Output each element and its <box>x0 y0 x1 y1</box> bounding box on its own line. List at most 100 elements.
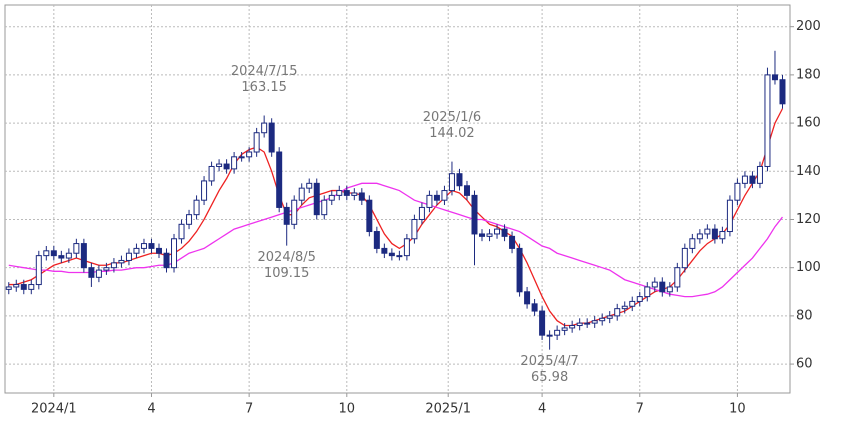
candle-body <box>148 243 155 249</box>
candle-body <box>35 255 42 286</box>
candle-body <box>726 199 733 233</box>
candle-body <box>65 252 72 259</box>
candle-body <box>366 199 373 233</box>
candle-body <box>418 206 425 220</box>
candle-body <box>629 300 636 307</box>
candle-body <box>403 238 410 257</box>
candle-body <box>208 165 215 182</box>
candle-body <box>178 223 185 240</box>
candle-body <box>591 320 598 324</box>
annotation-value: 163.15 <box>241 80 287 95</box>
moving-average <box>8 108 784 327</box>
x-tick-label: 4 <box>147 402 155 417</box>
x-tick-label: 10 <box>339 402 356 417</box>
candle-body <box>186 214 193 225</box>
candle-body <box>58 255 65 259</box>
candle-body <box>621 305 628 310</box>
candle-body <box>50 250 57 257</box>
candle-body <box>351 192 358 196</box>
candle-body <box>125 252 132 261</box>
annotation-date: 2025/4/7 <box>520 354 578 369</box>
candle-body <box>73 243 80 254</box>
candle-body <box>749 175 756 184</box>
x-tick-label: 10 <box>729 402 746 417</box>
candle-body <box>171 238 178 269</box>
candle-body <box>704 228 711 235</box>
candle-body <box>584 322 591 325</box>
x-tick-label: 2025/1 <box>425 402 471 417</box>
y-tick-label: 80 <box>796 308 813 323</box>
candle-body <box>268 122 275 153</box>
candle-body <box>373 231 380 249</box>
x-tick-label: 4 <box>538 402 546 417</box>
candle-body <box>741 175 748 184</box>
candle-body <box>441 190 448 201</box>
candle-body <box>5 286 12 290</box>
candle-body <box>779 79 786 105</box>
y-tick-label: 180 <box>796 67 821 82</box>
candle-body <box>711 228 718 240</box>
candle-body <box>411 218 418 240</box>
y-tick-label: 140 <box>796 164 821 179</box>
candle-body <box>163 252 170 269</box>
candle-body <box>561 327 568 331</box>
candle-body <box>771 74 778 81</box>
candle-body <box>674 267 681 288</box>
candle-body <box>283 206 290 225</box>
candle-body <box>118 259 125 264</box>
candle-body <box>328 194 335 201</box>
y-tick-label: 160 <box>796 116 821 131</box>
candle-body <box>321 199 328 216</box>
y-tick-label: 120 <box>796 212 821 227</box>
candle-body <box>343 190 350 196</box>
candle-body <box>358 192 365 201</box>
candle-body <box>155 247 162 254</box>
candle-body <box>719 231 726 240</box>
candle-body <box>306 182 313 189</box>
candle-body <box>531 303 538 312</box>
candle-body <box>479 233 486 237</box>
candle-body <box>193 199 200 216</box>
y-tick-label: 200 <box>796 19 821 34</box>
candle-body <box>546 334 553 337</box>
x-tick-label: 7 <box>636 402 644 417</box>
candle-body <box>456 173 463 187</box>
candle-body <box>516 247 523 293</box>
candle-body <box>103 267 110 271</box>
candle-body <box>448 173 455 192</box>
candle-body <box>276 151 283 208</box>
candle-body <box>636 296 643 302</box>
candle-body <box>651 281 658 288</box>
x-tick-label: 7 <box>245 402 253 417</box>
candle-body <box>764 74 771 167</box>
candle-body <box>28 284 35 290</box>
candle-body <box>486 233 493 237</box>
candle-body <box>223 163 230 170</box>
candle-body <box>313 182 320 216</box>
annotation-value: 65.98 <box>531 370 568 385</box>
candle-body <box>253 132 260 153</box>
candle-body <box>599 317 606 322</box>
candle-body <box>80 243 87 269</box>
candle-body <box>681 247 688 269</box>
candle-body <box>336 190 343 196</box>
candle-body <box>216 163 223 167</box>
annotation-date: 2024/8/5 <box>258 250 316 265</box>
candle-body <box>231 156 238 170</box>
candle-body <box>554 329 561 336</box>
annotation-date: 2025/1/6 <box>423 110 481 125</box>
candle-body <box>298 187 305 201</box>
candle-body <box>576 322 583 327</box>
candle-body <box>689 238 696 249</box>
candle-body <box>88 267 95 278</box>
candle-body <box>756 165 763 184</box>
y-tick-label: 60 <box>796 357 813 372</box>
moving-average <box>8 182 784 298</box>
candle-body <box>133 247 140 254</box>
candle-body <box>696 233 703 240</box>
candle-body <box>666 286 673 293</box>
candle-body <box>246 151 253 158</box>
candle-body <box>201 180 208 201</box>
candle-body <box>463 185 470 196</box>
